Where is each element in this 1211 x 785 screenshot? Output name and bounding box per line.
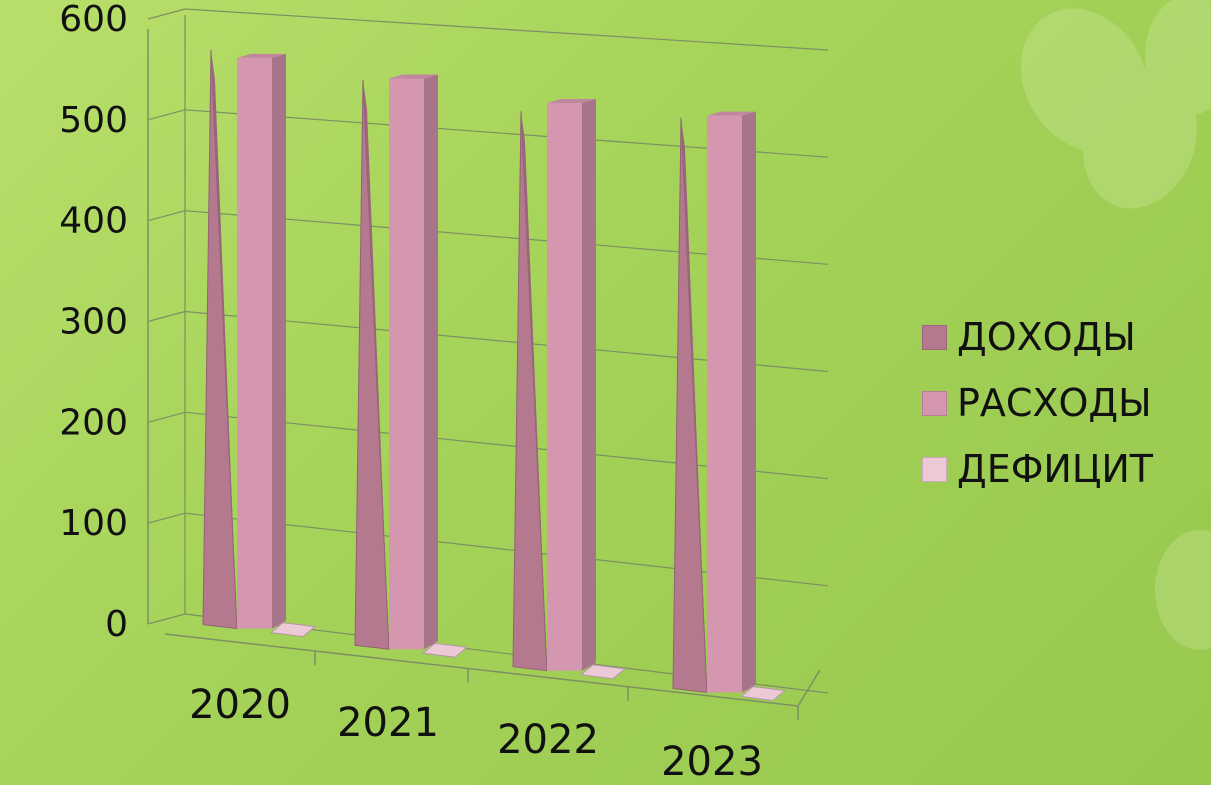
bar-rashody-2020 <box>237 57 272 629</box>
bar-rashody-top-2020 <box>237 53 286 58</box>
legend-item-rashody: РАСХОДЫ <box>922 370 1207 436</box>
bar-dohody-shade-2020 <box>211 49 237 629</box>
y-tick-label: 600 <box>59 0 128 40</box>
x-tick-label: 2023 <box>661 739 763 785</box>
legend-label-rashody: РАСХОДЫ <box>957 381 1152 425</box>
y-tick-label: 0 <box>105 604 128 645</box>
gridline-side <box>147 613 186 625</box>
legend-item-dohody: ДОХОДЫ <box>922 304 1207 370</box>
bar-rashody-top-2022 <box>547 99 596 104</box>
bar-rashody-side-2020 <box>272 53 286 629</box>
bar-rashody-2023 <box>707 115 742 693</box>
bar-dohody-shade-2021 <box>363 79 389 650</box>
legend-swatch-dohody <box>922 324 947 350</box>
bar-deficit-2020 <box>269 622 317 638</box>
x-tick-label: 2020 <box>189 682 291 728</box>
gridline <box>184 8 829 51</box>
bar-dohody-2022 <box>512 111 548 672</box>
bar-rashody-side-2021 <box>424 74 438 650</box>
y-tick-label: 400 <box>59 201 128 242</box>
bar-rashody-side-2023 <box>742 111 756 693</box>
gridline-side <box>147 210 186 222</box>
bar-deficit-2023 <box>739 685 787 701</box>
bar-rashody-top-2021 <box>389 74 438 79</box>
gridline-side <box>147 512 186 524</box>
bar-rashody-side-2022 <box>582 99 596 671</box>
y-tick-label: 100 <box>59 503 128 544</box>
legend-label-deficit: ДЕФИЦИТ <box>957 447 1153 491</box>
y-tick-label: 200 <box>59 402 128 443</box>
bar-rashody-2022 <box>547 103 582 671</box>
bar-deficit-2021 <box>421 642 469 658</box>
bar-dohody-shade-2023 <box>681 117 707 693</box>
bar-dohody-2021 <box>354 79 390 650</box>
gridline-side <box>147 109 186 121</box>
bar-rashody-top-2023 <box>707 111 756 116</box>
bars <box>202 49 787 701</box>
y-axis-ticks: 0 100 200 300 400 500 600 <box>59 0 128 645</box>
gridline-side <box>147 310 186 323</box>
bar-dohody-2023 <box>672 117 708 694</box>
legend-label-dohody: ДОХОДЫ <box>957 315 1136 359</box>
bar-dohody-2020 <box>202 49 238 630</box>
gridline-side <box>147 8 186 20</box>
legend-item-deficit: ДЕФИЦИТ <box>922 436 1207 502</box>
y-tick-label: 500 <box>59 100 128 141</box>
bar-rashody-2021 <box>389 78 424 650</box>
x-axis-ticks: 2020 2021 2022 2023 <box>189 651 799 785</box>
y-tick-label: 300 <box>59 302 128 343</box>
x-tick-label: 2021 <box>337 700 439 746</box>
legend: ДОХОДЫ РАСХОДЫ ДЕФИЦИТ <box>922 304 1207 502</box>
x-tick-label: 2022 <box>497 717 599 763</box>
bar-deficit-2022 <box>579 664 627 680</box>
gridline-side <box>147 411 186 423</box>
legend-swatch-deficit <box>922 456 947 482</box>
legend-swatch-rashody <box>922 390 947 416</box>
bar-dohody-shade-2022 <box>521 111 547 671</box>
